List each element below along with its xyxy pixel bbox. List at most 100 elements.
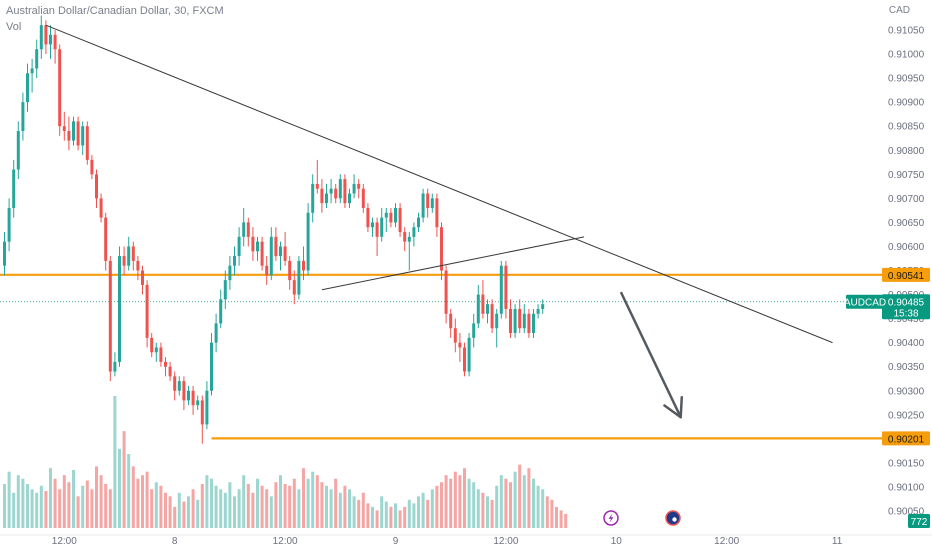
volume-bar (21, 478, 25, 528)
candle-body (403, 232, 407, 242)
price-tick-label: 0.90050 (888, 507, 925, 518)
volume-bar (260, 485, 264, 528)
volume-bar (62, 475, 66, 528)
volume-bar (375, 510, 379, 528)
volume-bar (26, 484, 29, 528)
candle-body (127, 246, 131, 266)
volume-bar (205, 475, 209, 528)
price-axis-bg (882, 0, 932, 535)
candle-body (297, 260, 301, 295)
price-tick-label: 0.90700 (888, 194, 925, 205)
volume-bar (177, 492, 181, 528)
price-axis[interactable]: 0.91050 0.91000 0.90950 0.90900 0.90850 0.908… (882, 0, 932, 535)
candle-body (58, 49, 62, 127)
volume-bar (315, 475, 319, 528)
candle-body (12, 169, 16, 208)
volume-bar (150, 489, 154, 528)
candle-body (122, 256, 126, 266)
volume-bar (44, 491, 48, 528)
price-tick-label: 0.90750 (888, 170, 925, 181)
candle-body (265, 265, 269, 276)
volume-bar (522, 475, 526, 528)
candle-body (113, 361, 117, 372)
candle-body (536, 308, 540, 314)
volume-bar (338, 492, 342, 528)
candle-body (495, 313, 499, 329)
price-tick-label: 0.90250 (888, 410, 925, 421)
candle-body (187, 390, 190, 401)
volume-bar (325, 485, 328, 528)
candle-body (472, 323, 476, 338)
arrow-head[interactable] (663, 404, 682, 419)
volume-bar (449, 478, 453, 528)
event-icons[interactable] (603, 510, 681, 526)
candle-body (325, 193, 328, 204)
volume-bar (357, 499, 361, 528)
support-price-label-text: 0.90201 (888, 434, 925, 445)
candle-body (361, 188, 365, 208)
candle-body (421, 193, 425, 218)
volume-bar (58, 489, 62, 528)
volume-bar (518, 464, 522, 528)
candle-body (509, 308, 512, 334)
candle-body (81, 126, 85, 146)
volume-bar (279, 475, 282, 528)
volume-bar (348, 489, 351, 528)
time-tick-label: 8 (172, 536, 178, 547)
trendlines[interactable] (45, 24, 833, 344)
candle-body (476, 294, 480, 324)
volume-bar (361, 492, 365, 528)
volume-bar (85, 480, 89, 528)
candle-body (371, 222, 374, 228)
volume-bar (490, 499, 494, 528)
volume-bar (30, 489, 34, 528)
candle-body (136, 260, 140, 271)
volume-bar (182, 501, 186, 528)
volume-bars (3, 396, 568, 528)
price-tick-label: 0.90450 (888, 314, 925, 325)
candle-body (417, 217, 420, 228)
volume-bar (481, 492, 485, 528)
arrow-shaft[interactable] (619, 291, 682, 418)
time-tick-label: 12:00 (52, 536, 77, 547)
candle-body (53, 34, 57, 50)
candle-body (104, 217, 108, 261)
candle-body (150, 337, 154, 353)
lightning-icon[interactable] (603, 510, 619, 526)
time-tick-label: 9 (393, 536, 399, 547)
candle-body (131, 246, 135, 261)
symbol-tag-bg (846, 294, 884, 309)
candle-body (196, 400, 200, 406)
candle-body (279, 246, 282, 257)
volume-bar (532, 478, 535, 528)
candle-body (435, 198, 439, 228)
candle-body (141, 270, 144, 285)
volume-bar (246, 484, 250, 528)
candle-body (30, 68, 34, 74)
time-axis[interactable]: 12:00 8 12:00 9 12:00 10 12:00 11 (0, 534, 932, 547)
candle-body (426, 193, 430, 208)
descending-trendline[interactable] (45, 24, 833, 344)
volume-bar (343, 485, 347, 528)
arrow-head[interactable] (679, 395, 684, 419)
candle-body (246, 222, 250, 237)
price-tick-label: 0.90800 (888, 146, 925, 157)
horizontal-levels (0, 273, 882, 440)
volume-bar (320, 482, 324, 528)
candle-body (315, 183, 319, 189)
volume-bar (81, 485, 85, 528)
volume-bar (187, 496, 190, 528)
flag-icon[interactable] (665, 510, 681, 526)
volume-bar (550, 499, 554, 528)
chart-title: Australian Dollar/Canadian Dollar, 30, F… (6, 5, 224, 17)
ascending-trendline[interactable] (321, 236, 585, 291)
volume-bar (398, 510, 402, 528)
symbol-tag-text: AUDCAD (844, 297, 886, 308)
volume-bar (329, 489, 333, 528)
projection-arrow[interactable] (619, 291, 684, 419)
candle-body (311, 183, 315, 213)
candle-body (168, 366, 172, 377)
volume-bar (7, 471, 11, 528)
